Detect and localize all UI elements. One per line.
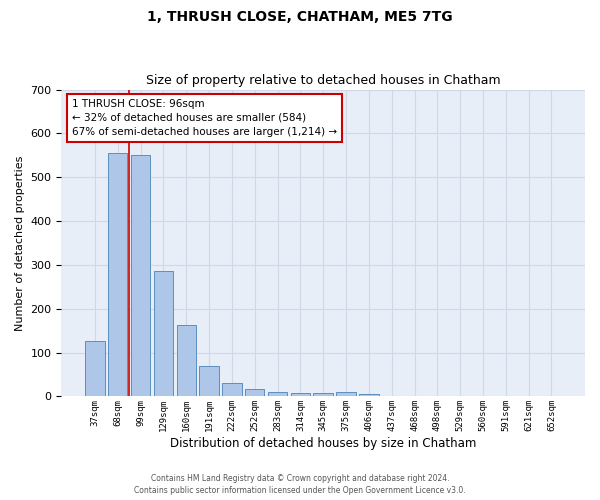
Bar [85, 340, 104, 396]
Bar [359, 394, 379, 396]
Y-axis label: Number of detached properties: Number of detached properties [15, 156, 25, 330]
Bar [337, 392, 356, 396]
Bar [154, 272, 173, 396]
Bar [268, 392, 287, 396]
Bar [131, 156, 150, 396]
Text: 1 THRUSH CLOSE: 96sqm
← 32% of detached houses are smaller (584)
67% of semi-det: 1 THRUSH CLOSE: 96sqm ← 32% of detached … [72, 99, 337, 137]
X-axis label: Distribution of detached houses by size in Chatham: Distribution of detached houses by size … [170, 437, 476, 450]
Text: 1, THRUSH CLOSE, CHATHAM, ME5 7TG: 1, THRUSH CLOSE, CHATHAM, ME5 7TG [147, 10, 453, 24]
Bar [108, 153, 127, 396]
Bar [222, 384, 242, 396]
Bar [245, 389, 265, 396]
Bar [176, 325, 196, 396]
Text: Contains HM Land Registry data © Crown copyright and database right 2024.
Contai: Contains HM Land Registry data © Crown c… [134, 474, 466, 495]
Bar [313, 394, 333, 396]
Bar [199, 366, 219, 396]
Bar [290, 394, 310, 396]
Title: Size of property relative to detached houses in Chatham: Size of property relative to detached ho… [146, 74, 500, 87]
